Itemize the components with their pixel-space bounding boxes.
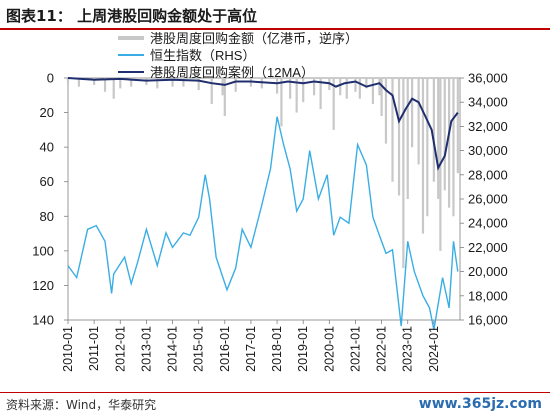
right-tick-label: 30,000 xyxy=(468,143,508,158)
hsi-line xyxy=(67,116,459,330)
x-tick-label: 2012-01 xyxy=(113,326,127,372)
right-axis: 16,000 18,000 20,000 22,000 24,000 26,000 28,0… xyxy=(460,71,508,328)
right-tick-label: 34,000 xyxy=(468,95,508,110)
ma-line xyxy=(67,77,459,171)
left-tick-label: 100 xyxy=(32,243,54,258)
legend-label-buyback: 港股周度回购金额（亿港币，逆序） xyxy=(150,31,358,46)
left-tick-label: 40 xyxy=(40,140,54,155)
x-tick-label: 2011-01 xyxy=(87,326,101,371)
left-tick-label: 80 xyxy=(40,209,54,224)
legend-label-hsi: 恒生指数（RHS） xyxy=(150,48,255,63)
title-rule xyxy=(0,28,550,30)
watermark: www.365jz.com xyxy=(418,396,542,412)
legend-label-ma: 港股周度回购案例（12MA） xyxy=(150,65,314,80)
x-tick-label: 2021-01 xyxy=(348,326,362,372)
x-tick-label: 2015-01 xyxy=(192,326,206,372)
figure-header: 图表11： 上周港股回购金额处于高位 xyxy=(0,0,550,28)
x-tick-label: 2014-01 xyxy=(166,326,180,372)
right-tick-label: 26,000 xyxy=(468,192,508,207)
right-tick-label: 36,000 xyxy=(468,71,508,86)
x-tick-label: 2024-01 xyxy=(427,326,441,372)
left-tick-label: 120 xyxy=(32,278,54,293)
x-tick-label: 2019-01 xyxy=(296,326,310,372)
legend: 港股周度回购金额（亿港币，逆序） 恒生指数（RHS） 港股周度回购案例（12MA） xyxy=(118,31,358,80)
chart: 0 20 40 60 80 100 120 140 16,000 18,000 20,000 22,… xyxy=(32,31,508,372)
ma-series xyxy=(67,77,459,171)
left-tick-label: 60 xyxy=(40,174,54,189)
x-tick-label: 2010-01 xyxy=(61,326,75,372)
x-tick-label: 2016-01 xyxy=(218,326,232,372)
x-tick-label: 2022-01 xyxy=(375,326,389,372)
x-tick-label: 2023-01 xyxy=(401,326,415,372)
right-tick-label: 18,000 xyxy=(468,288,508,303)
x-tick-label: 2017-01 xyxy=(244,326,258,372)
plot-frame xyxy=(67,77,461,321)
left-axis: 0 20 40 60 80 100 120 140 xyxy=(32,71,68,328)
x-tick-label: 2020-01 xyxy=(322,326,336,372)
x-axis: 2010-01 2011-01 2012-01 2013-01 2014-01 2015-… xyxy=(61,320,441,372)
source-note: 资料来源：Wind，华泰研究 xyxy=(6,398,157,412)
x-tick-label: 2018-01 xyxy=(270,326,284,372)
right-tick-label: 22,000 xyxy=(468,240,508,255)
left-tick-label: 140 xyxy=(32,313,54,328)
right-tick-label: 24,000 xyxy=(468,216,508,231)
right-tick-label: 28,000 xyxy=(468,167,508,182)
x-tick-label: 2013-01 xyxy=(139,326,153,372)
footer-rule xyxy=(0,392,550,393)
left-tick-label: 20 xyxy=(40,105,54,120)
right-tick-label: 16,000 xyxy=(468,313,508,328)
buyback-series xyxy=(66,78,459,269)
hsi-series xyxy=(67,116,459,330)
right-tick-label: 20,000 xyxy=(468,264,508,279)
right-tick-label: 32,000 xyxy=(468,119,508,134)
figure-title: 图表11： 上周港股回购金额处于高位 xyxy=(6,7,258,25)
left-tick-label: 0 xyxy=(47,71,54,86)
chart-frame xyxy=(67,77,461,321)
